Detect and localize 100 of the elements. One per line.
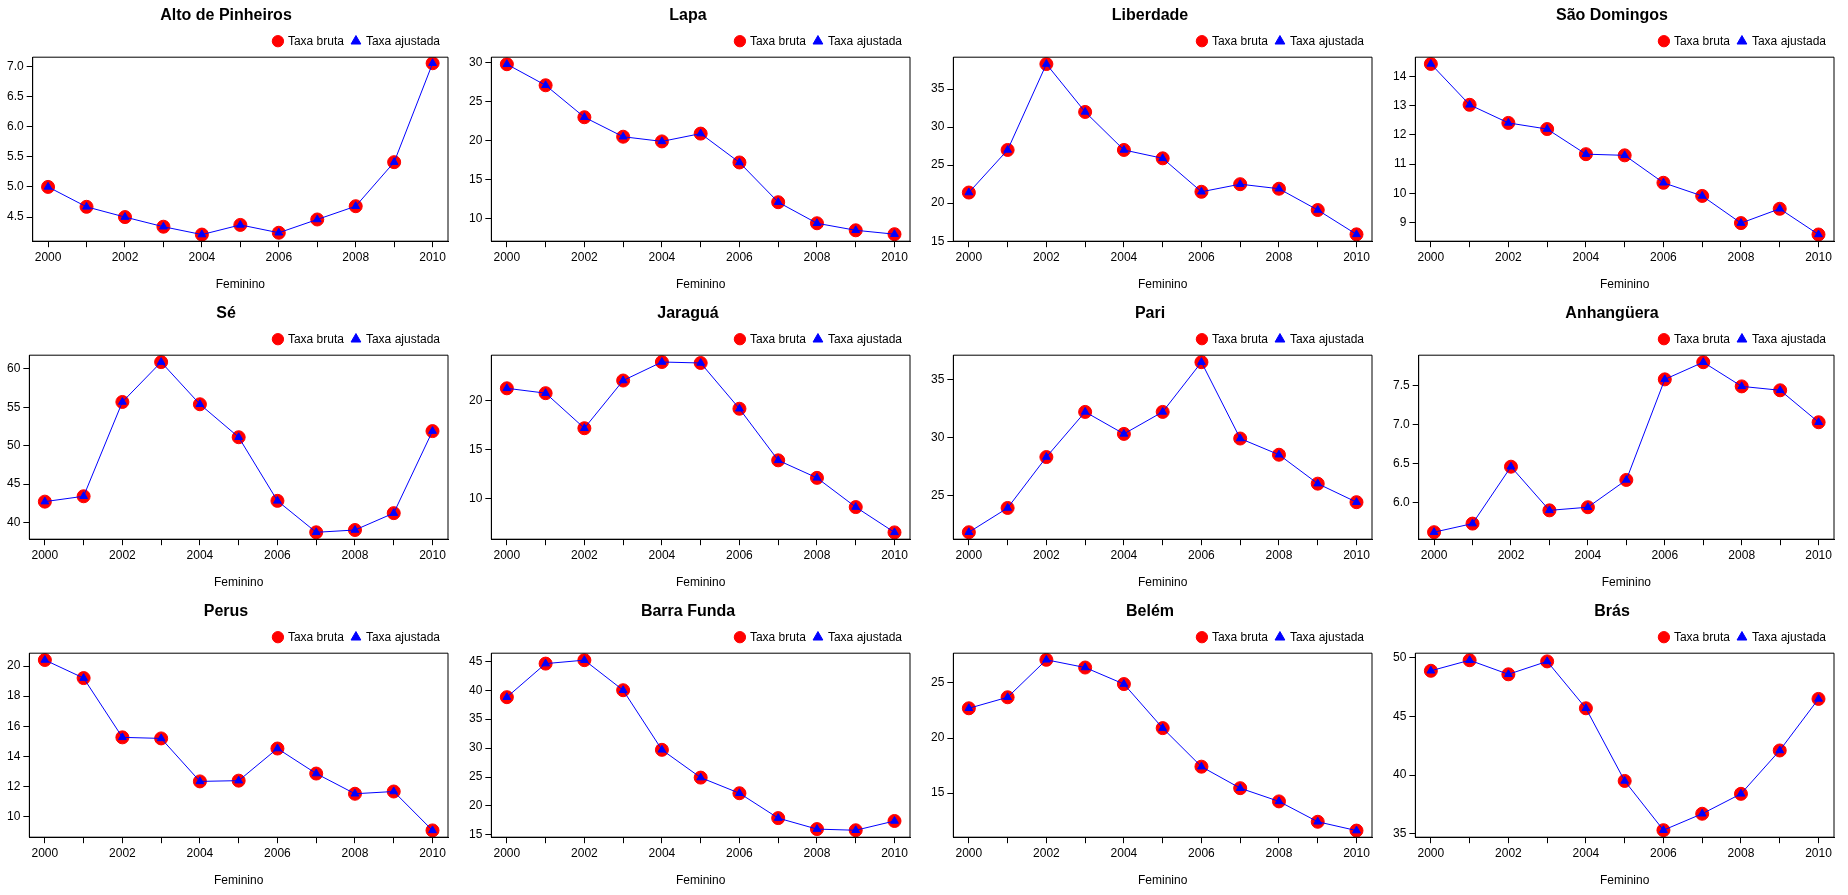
y-tick-label: 40 (6, 514, 21, 529)
legend-label: Taxa bruta (1211, 629, 1269, 644)
x-tick-label: 2008 (1727, 845, 1755, 860)
x-tick-label: 2004 (648, 249, 676, 264)
chart-title: Brás (1594, 602, 1630, 620)
y-tick-label: 15 (468, 827, 483, 842)
x-tick-label: 2008 (341, 845, 369, 860)
y-tick-label: 5.0 (6, 179, 24, 194)
x-tick-label: 2004 (648, 547, 676, 562)
point (812, 824, 822, 832)
x-tick-label: 2004 (1110, 249, 1138, 264)
legend-label: Taxa ajustada (365, 33, 441, 48)
x-tick-label: 2000 (955, 547, 983, 562)
legend-label: Taxa bruta (749, 33, 807, 48)
chart-title: São Domingos (1555, 6, 1669, 24)
y-tick-label: 25 (930, 675, 945, 690)
legend-label: Taxa bruta (287, 331, 345, 346)
y-tick-label: 35 (930, 371, 945, 386)
x-axis-title: Feminino (675, 873, 726, 888)
y-tick-label: 16 (6, 718, 21, 733)
x-tick-label: 2006 (726, 845, 754, 860)
chart-title: Barra Funda (640, 602, 736, 620)
x-axis-title: Feminino (1599, 277, 1650, 292)
x-axis-title: Feminino (215, 277, 266, 292)
x-tick-label: 2002 (571, 249, 599, 264)
y-tick-label: 18 (6, 688, 21, 703)
x-tick-label: 2010 (419, 249, 447, 264)
y-tick-label: 55 (6, 399, 21, 414)
x-tick-label: 2002 (109, 547, 137, 562)
x-axis-title: Feminino (1599, 873, 1650, 888)
x-tick-label: 2008 (1265, 845, 1293, 860)
y-tick-label: 20 (6, 658, 21, 673)
x-tick-label: 2002 (1495, 249, 1523, 264)
legend-label: Taxa ajustada (1289, 33, 1365, 48)
x-tick-label: 2008 (1727, 249, 1755, 264)
legend-label: Taxa bruta (1673, 33, 1731, 48)
y-tick-label: 14 (6, 748, 21, 763)
y-tick-label: 25 (468, 769, 483, 784)
y-tick-label: 14 (1392, 68, 1407, 83)
y-tick-label: 11 (1393, 156, 1407, 171)
x-tick-label: 2002 (1497, 547, 1525, 562)
y-tick-label: 13 (1392, 98, 1407, 112)
point (1736, 218, 1746, 226)
x-tick-label: 2000 (1420, 547, 1448, 562)
x-tick-label: 2006 (1188, 249, 1216, 264)
x-tick-label: 2000 (1417, 249, 1445, 264)
x-axis-title: Feminino (1137, 575, 1188, 590)
x-tick-label: 2004 (1110, 845, 1138, 860)
legend-label: Taxa ajustada (827, 331, 903, 346)
y-tick-label: 40 (1392, 767, 1407, 782)
x-tick-label: 2006 (726, 547, 754, 562)
x-tick-label: 2002 (109, 845, 137, 860)
y-tick-label: 15 (468, 441, 483, 456)
x-tick-label: 2010 (419, 845, 447, 860)
legend-label: Taxa bruta (1211, 33, 1269, 48)
y-tick-label: 50 (1392, 650, 1407, 665)
y-tick-label: 45 (468, 653, 483, 668)
x-tick-label: 2006 (265, 249, 293, 264)
x-tick-label: 2006 (1651, 547, 1679, 562)
x-tick-label: 2008 (1265, 547, 1293, 562)
y-tick-label: 6.5 (6, 88, 24, 103)
x-axis-title: Feminino (1137, 873, 1188, 888)
y-tick-label: 7.5 (1392, 377, 1410, 392)
y-tick-label: 6.0 (1392, 494, 1410, 509)
x-tick-label: 2004 (186, 547, 214, 562)
legend-label: Taxa ajustada (827, 629, 903, 644)
y-tick-label: 15 (930, 785, 945, 800)
y-tick-label: 35 (468, 711, 483, 726)
x-tick-label: 2010 (881, 249, 909, 264)
chart-title: Sé (216, 304, 236, 322)
x-axis-title: Feminino (675, 277, 726, 292)
y-tick-label: 45 (1392, 708, 1407, 723)
y-tick-label: 60 (6, 361, 21, 376)
y-tick-label: 15 (468, 171, 483, 186)
y-tick-label: 30 (930, 429, 945, 444)
x-tick-label: 2010 (1343, 249, 1371, 264)
legend-label: Taxa bruta (749, 629, 807, 644)
x-tick-label: 2010 (1805, 845, 1833, 860)
x-tick-label: 2000 (34, 249, 62, 264)
legend-label: Taxa ajustada (1289, 629, 1365, 644)
x-tick-label: 2002 (571, 845, 599, 860)
y-tick-label: 30 (468, 740, 483, 755)
chart-title: Jaraguá (657, 304, 719, 322)
y-tick-label: 25 (468, 93, 483, 108)
x-tick-label: 2000 (955, 845, 983, 860)
y-tick-label: 10 (468, 490, 483, 505)
y-tick-label: 20 (468, 132, 483, 147)
x-tick-label: 2000 (493, 845, 521, 860)
x-tick-label: 2002 (571, 547, 599, 562)
x-tick-label: 2010 (1343, 547, 1371, 562)
y-tick-label: 30 (930, 119, 945, 134)
x-tick-label: 2010 (419, 547, 447, 562)
x-tick-label: 2000 (493, 547, 521, 562)
y-tick-label: 10 (6, 809, 21, 824)
x-tick-label: 2000 (493, 249, 521, 264)
x-tick-label: 2004 (1572, 249, 1600, 264)
chart-title: Belém (1125, 602, 1175, 620)
x-tick-label: 2002 (1495, 845, 1523, 860)
x-tick-label: 2000 (1417, 845, 1445, 860)
x-tick-label: 2006 (1188, 845, 1216, 860)
